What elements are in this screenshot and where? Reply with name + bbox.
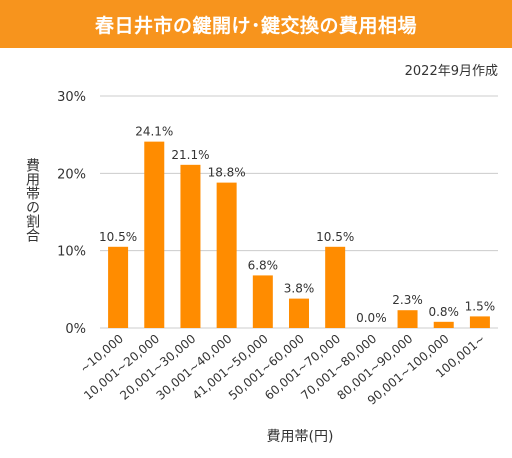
bar [108,246,129,328]
y-axis-ticks: 0% 10% 20% 30% [57,90,86,337]
title-banner: 春日井市の鍵開け･鍵交換の費用相場 [0,0,512,48]
data-label: 10.5% [99,230,137,244]
y-tick-label: 10% [57,245,86,260]
bar [252,275,273,328]
x-axis-ticks: ~10,00010,001~20,00020,001~30,00030,001~… [77,332,488,408]
bars [108,141,490,328]
data-label: 0.0% [356,311,387,325]
y-tick-label: 20% [57,167,86,182]
data-labels: 10.5% 24.1% 21.1% 18.8% 6.8% 3.8% 10.5% 0.0% 2.3… [99,125,495,325]
data-label: 0.8% [428,305,459,319]
creation-date-note: 2022年9月作成 [404,64,498,79]
chart-title: 春日井市の鍵開け･鍵交換の費用相場 [94,14,417,37]
data-label: 10.5% [316,230,354,244]
y-axis-label: 費用帯の割合 [24,158,40,242]
data-label: 1.5% [465,299,496,313]
data-label: 6.8% [248,258,279,272]
bar [144,141,165,328]
bar [180,164,201,328]
data-label: 21.1% [171,148,209,162]
bar [433,321,454,328]
bar [325,246,346,328]
data-label: 2.3% [392,293,423,307]
bar [397,310,418,328]
x-axis-label: 費用帯(円) [267,429,334,445]
data-label: 18.8% [208,166,246,180]
bar [216,182,237,328]
bar [289,298,309,328]
data-label: 24.1% [135,125,173,139]
bar [469,316,490,328]
y-tick-label: 0% [65,322,86,337]
data-label: 3.8% [284,282,315,296]
y-tick-label: 30% [57,90,86,105]
